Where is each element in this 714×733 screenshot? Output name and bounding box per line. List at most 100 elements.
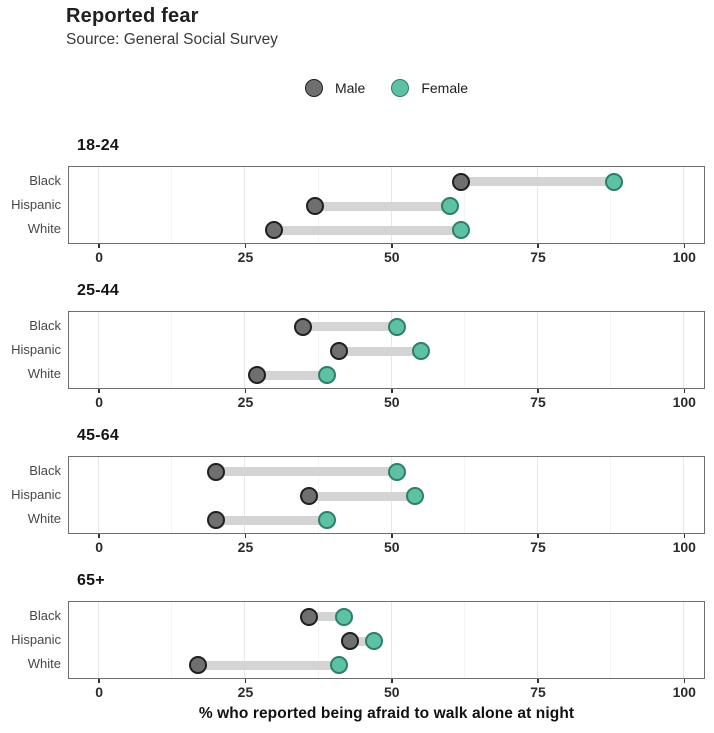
female-dot <box>317 366 336 385</box>
x-tick-mark <box>683 389 686 393</box>
y-axis-label: Hispanic <box>11 342 61 357</box>
x-tick-label: 0 <box>95 249 104 265</box>
x-tick-mark <box>683 244 686 248</box>
x-tick-label: 50 <box>383 539 400 555</box>
dumbbell-connector <box>460 177 618 187</box>
female-dot <box>405 487 424 505</box>
male-dot <box>452 172 471 191</box>
gridline-minor <box>463 167 465 243</box>
x-tick-label: 100 <box>672 684 696 700</box>
x-tick-mark <box>391 534 393 538</box>
x-tick-label: 50 <box>383 394 400 410</box>
x-tick-label: 50 <box>383 684 400 700</box>
facet-title-18-24: 18-24 <box>77 137 119 154</box>
female-dot <box>440 197 459 215</box>
male-dot <box>300 607 319 626</box>
y-axis-label: White <box>27 366 61 382</box>
gridline-major <box>244 457 246 533</box>
x-tick-label: 100 <box>672 539 696 555</box>
male-swatch-icon <box>304 79 323 97</box>
dumbbell-connector <box>197 660 343 670</box>
gridline-major <box>98 457 100 533</box>
male-dot <box>306 197 325 215</box>
gridline-major <box>98 602 100 678</box>
gridline-major <box>537 167 539 243</box>
x-tick-mark <box>683 534 686 538</box>
x-tick-label: 75 <box>530 684 546 700</box>
male-dot <box>341 632 360 650</box>
x-tick-label: 25 <box>237 394 254 410</box>
x-tick-mark <box>244 389 247 393</box>
x-tick-label: 25 <box>237 249 254 265</box>
dumbbell-connector <box>338 346 424 356</box>
gridline-minor <box>610 167 612 243</box>
gridline-major <box>244 167 246 243</box>
x-tick-mark <box>537 534 539 538</box>
female-dot <box>604 172 623 191</box>
y-axis-label: White <box>27 221 61 237</box>
x-tick-mark <box>98 534 100 538</box>
male-dot <box>206 511 225 530</box>
y-axis-label: Black <box>29 462 61 478</box>
x-tick-label: 100 <box>672 394 696 410</box>
gridline-minor <box>463 457 465 533</box>
chart-title: Reported fear <box>66 5 199 27</box>
gridline-major <box>537 602 539 678</box>
dumbbell-connector <box>256 370 331 380</box>
gridline-major <box>683 457 685 533</box>
dumbbell-connector <box>215 467 401 477</box>
female-dot <box>364 632 383 650</box>
male-dot <box>189 656 208 675</box>
male-dot <box>247 366 266 385</box>
gridline-major <box>683 602 685 678</box>
gridline-major <box>537 457 539 533</box>
x-tick-mark <box>244 244 247 248</box>
x-tick-mark <box>98 244 100 248</box>
x-tick-label: 100 <box>672 249 696 265</box>
facet-title-25-44: 25-44 <box>77 282 119 299</box>
x-tick-label: 25 <box>237 684 254 700</box>
male-dot <box>300 487 319 505</box>
x-tick-mark <box>244 679 247 683</box>
gridline-minor <box>610 457 612 533</box>
y-axis-label: Hispanic <box>11 632 61 647</box>
y-axis-label: Black <box>29 317 61 333</box>
gridline-minor <box>610 312 612 388</box>
x-tick-mark <box>98 389 100 393</box>
dumbbell-connector <box>314 201 454 211</box>
x-tick-mark <box>391 244 393 248</box>
female-dot <box>452 221 471 240</box>
gridline-minor <box>317 602 319 678</box>
gridline-minor <box>317 312 319 388</box>
x-tick-mark <box>391 389 393 393</box>
facet-title-45-64: 45-64 <box>77 427 119 444</box>
gridline-major <box>537 312 539 388</box>
x-tick-mark <box>537 244 539 248</box>
x-tick-mark <box>98 679 100 683</box>
male-dot <box>206 462 225 481</box>
chart-subtitle: Source: General Social Survey <box>66 31 278 48</box>
female-dot <box>388 317 407 336</box>
x-tick-mark <box>537 679 539 683</box>
x-tick-label: 0 <box>95 684 104 700</box>
gridline-major <box>98 312 100 388</box>
female-dot <box>317 511 336 530</box>
y-axis-label: Black <box>29 172 61 188</box>
y-axis-label: Hispanic <box>11 487 61 502</box>
male-dot <box>329 342 348 360</box>
gridline-major <box>244 602 246 678</box>
x-tick-mark <box>683 679 686 683</box>
x-tick-mark <box>391 679 393 683</box>
gridline-minor <box>171 457 173 533</box>
gridline-minor <box>171 312 173 388</box>
gridline-minor <box>171 167 173 243</box>
legend-label-male: Male <box>334 80 366 96</box>
dumbbell-connector <box>302 322 401 332</box>
gridline-minor <box>463 312 465 388</box>
legend-item-female: Female <box>391 79 468 97</box>
gridline-minor <box>171 602 173 678</box>
x-tick-label: 0 <box>95 394 104 410</box>
panel-45-64 <box>68 456 705 534</box>
gridline-minor <box>463 602 465 678</box>
y-axis-label: Hispanic <box>11 197 61 212</box>
